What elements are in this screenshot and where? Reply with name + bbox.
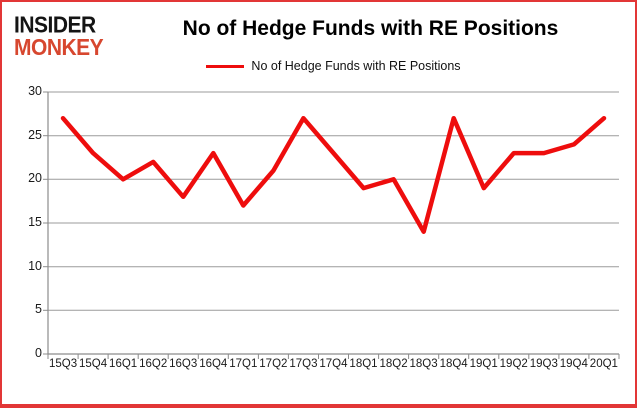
insider-monkey-logo: INSIDER MONKEY — [14, 12, 104, 61]
x-axis-label: 19Q2 — [499, 358, 528, 370]
y-axis-label: 10 — [28, 258, 42, 273]
logo-monkey-text: MONKEY — [14, 35, 104, 61]
x-axis-label: 18Q1 — [349, 358, 378, 370]
page-title: No of Hedge Funds with RE Positions — [182, 17, 559, 40]
y-axis-label: 20 — [28, 171, 42, 186]
x-axis-label: 19Q1 — [469, 358, 498, 370]
x-axis-label: 15Q3 — [48, 358, 78, 370]
y-axis-label: 15 — [28, 215, 42, 229]
x-axis-label: 16Q1 — [109, 358, 138, 370]
logo-insider-text: INSIDER — [14, 12, 96, 38]
x-axis-label: 16Q3 — [169, 358, 198, 370]
x-axis-label: 20Q1 — [589, 358, 618, 370]
y-axis-label: 0 — [35, 346, 42, 360]
y-axis-label: 25 — [28, 127, 42, 142]
x-axis-label: 18Q3 — [409, 358, 438, 370]
x-axis-label: 17Q1 — [229, 358, 258, 370]
legend: No of Hedge Funds with RE Positions — [48, 59, 619, 73]
legend-label: No of Hedge Funds with RE Positions — [251, 59, 461, 73]
x-axis-label: 17Q3 — [289, 358, 318, 370]
y-axis-label: 5 — [35, 302, 42, 317]
y-axis-label: 30 — [28, 84, 42, 98]
data-line-series — [60, 115, 607, 234]
x-axis-label: 19Q3 — [529, 358, 558, 370]
x-axis-label: 16Q2 — [139, 358, 168, 370]
legend-line-swatch — [206, 64, 245, 68]
x-axis-label: 19Q4 — [559, 358, 588, 370]
x-axis-label: 15Q4 — [79, 358, 108, 370]
x-axis-labels: 15Q3 15Q4 16Q1 16Q2 16Q3 16Q4 17Q1 17Q2 17Q3 17Q4… — [48, 358, 619, 370]
x-axis-label: 17Q4 — [319, 358, 348, 370]
plot-area — [40, 90, 625, 369]
x-axis-label: 18Q2 — [379, 358, 408, 370]
line-chart — [43, 91, 620, 359]
x-axis-label: 18Q4 — [439, 358, 468, 370]
x-axis-label: 16Q4 — [199, 358, 228, 370]
x-axis-label: 17Q2 — [259, 358, 288, 370]
